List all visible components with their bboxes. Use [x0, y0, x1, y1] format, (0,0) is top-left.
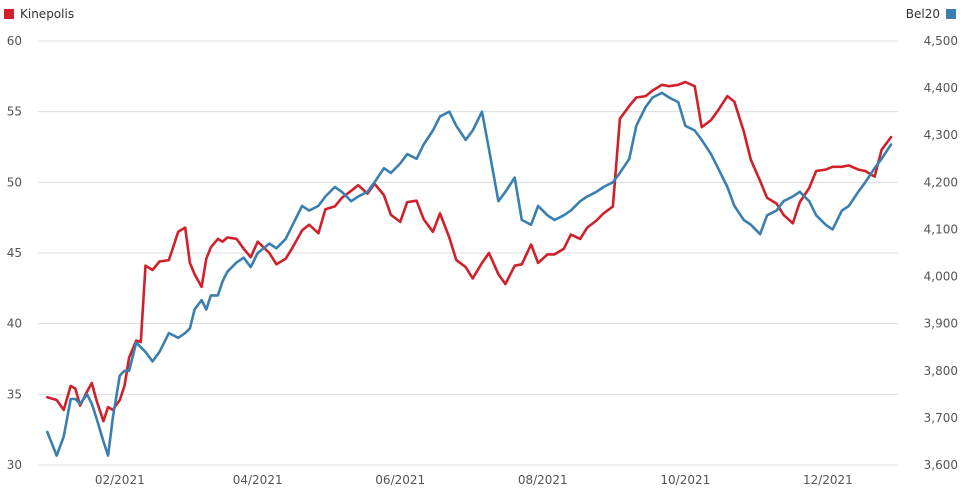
series-line-bel20 — [45, 91, 893, 457]
y-right-tick-label: 4,400 — [924, 81, 958, 95]
y-left-tick-label: 50 — [7, 175, 22, 189]
x-tick-label: 10/2021 — [660, 473, 710, 487]
y-right-tick-label: 4,000 — [924, 270, 958, 284]
y-right-tick-label: 3,600 — [924, 458, 958, 472]
y-axis-left: 30 35 40 45 50 55 60 — [7, 34, 22, 472]
series-line-kinepolis — [45, 80, 893, 423]
x-tick-label: 08/2021 — [518, 473, 568, 487]
y-left-tick-label: 40 — [7, 317, 22, 331]
x-axis: 02/2021 04/2021 06/2021 08/2021 10/2021 12/20… — [95, 473, 853, 487]
x-tick-label: 12/2021 — [803, 473, 853, 487]
y-right-tick-label: 3,800 — [924, 364, 958, 378]
y-right-tick-label: 4,200 — [924, 175, 958, 189]
gridlines — [38, 40, 898, 466]
y-right-tick-label: 4,100 — [924, 222, 958, 236]
x-tick-label: 04/2021 — [233, 473, 283, 487]
y-left-tick-label: 60 — [7, 34, 22, 48]
y-right-tick-label: 3,900 — [924, 317, 958, 331]
y-left-tick-label: 30 — [7, 458, 22, 472]
y-right-tick-label: 3,700 — [924, 411, 958, 425]
series-lines — [45, 80, 893, 457]
legend-swatch-bel20 — [946, 9, 956, 19]
y-right-tick-label: 4,500 — [924, 34, 958, 48]
y-left-tick-label: 55 — [7, 105, 22, 119]
legend-label-bel20: Bel20 — [906, 7, 940, 21]
x-tick-label: 06/2021 — [375, 473, 425, 487]
legend-label-kinepolis: Kinepolis — [20, 7, 74, 21]
y-left-tick-label: 45 — [7, 246, 22, 260]
legend: Kinepolis Bel20 — [4, 7, 956, 21]
y-right-tick-label: 4,300 — [924, 128, 958, 142]
y-axis-right: 3,600 3,700 3,800 3,900 4,000 4,100 4,200 4,300… — [924, 34, 958, 472]
legend-swatch-kinepolis — [4, 9, 14, 19]
y-left-tick-label: 35 — [7, 387, 22, 401]
x-tick-label: 02/2021 — [95, 473, 145, 487]
